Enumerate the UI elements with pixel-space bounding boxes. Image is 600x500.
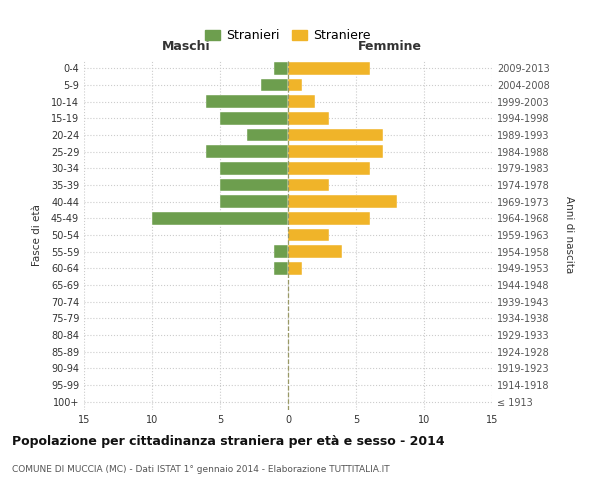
- Bar: [288, 246, 343, 258]
- Y-axis label: Anni di nascita: Anni di nascita: [563, 196, 574, 274]
- Bar: [274, 62, 288, 74]
- Bar: [220, 179, 288, 191]
- Bar: [288, 62, 370, 74]
- Bar: [288, 128, 383, 141]
- Bar: [288, 179, 329, 191]
- Bar: [152, 212, 288, 224]
- Bar: [288, 162, 370, 174]
- Text: Femmine: Femmine: [358, 40, 422, 53]
- Bar: [274, 262, 288, 274]
- Bar: [274, 246, 288, 258]
- Bar: [288, 78, 302, 91]
- Bar: [206, 96, 288, 108]
- Bar: [288, 112, 329, 124]
- Bar: [220, 196, 288, 208]
- Bar: [220, 112, 288, 124]
- Text: COMUNE DI MUCCIA (MC) - Dati ISTAT 1° gennaio 2014 - Elaborazione TUTTITALIA.IT: COMUNE DI MUCCIA (MC) - Dati ISTAT 1° ge…: [12, 465, 389, 474]
- Bar: [220, 162, 288, 174]
- Bar: [288, 146, 383, 158]
- Bar: [261, 78, 288, 91]
- Bar: [288, 262, 302, 274]
- Bar: [288, 212, 370, 224]
- Legend: Stranieri, Straniere: Stranieri, Straniere: [200, 24, 376, 47]
- Bar: [206, 146, 288, 158]
- Bar: [247, 128, 288, 141]
- Y-axis label: Fasce di età: Fasce di età: [32, 204, 43, 266]
- Bar: [288, 96, 315, 108]
- Text: Maschi: Maschi: [161, 40, 211, 53]
- Bar: [288, 196, 397, 208]
- Bar: [288, 229, 329, 241]
- Text: Popolazione per cittadinanza straniera per età e sesso - 2014: Popolazione per cittadinanza straniera p…: [12, 435, 445, 448]
